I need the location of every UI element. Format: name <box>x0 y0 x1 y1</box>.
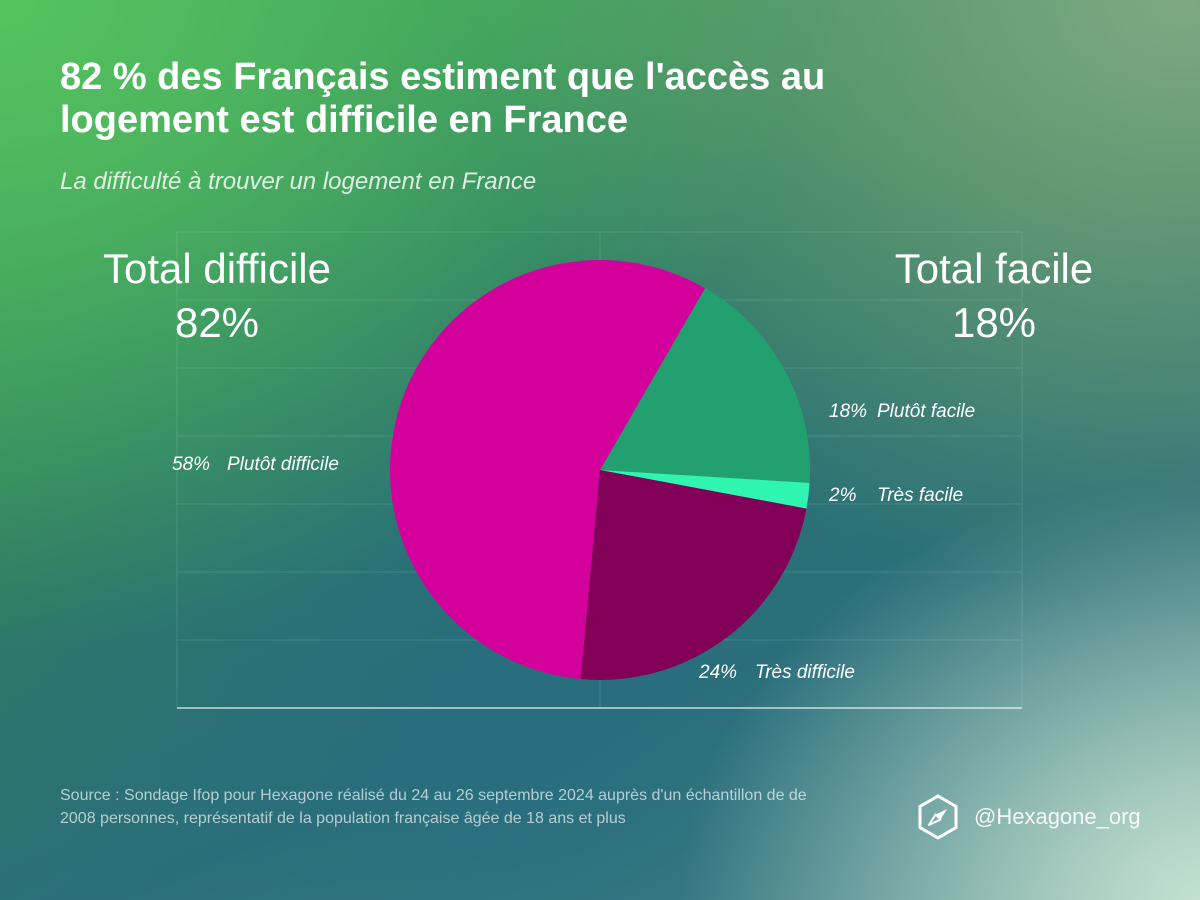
slice-name: Très facile <box>877 485 963 506</box>
slice-label-plutot-facile: 18% Plutôt facile <box>829 401 975 422</box>
slice-label-tres-facile: 2% Très facile <box>828 485 963 506</box>
pie-slice-plutot-difficile <box>390 259 705 680</box>
total-difficile-label: Total difficile <box>103 245 331 292</box>
pie-slice-tres-facile <box>600 470 810 509</box>
brand: @Hexagone_org <box>916 793 1141 841</box>
slice-label-tres-difficile: 24% Très difficile <box>698 662 855 683</box>
slice-name: Plutôt facile <box>877 401 975 422</box>
pie-slice-plutot-facile <box>600 288 810 483</box>
slice-value: 18% <box>829 401 867 422</box>
page-subtitle: La difficulté à trouver un logement en F… <box>60 168 537 195</box>
total-difficile-value: 82% <box>175 299 259 346</box>
brand-handle: @Hexagone_org <box>974 804 1141 829</box>
page-title: 82 % des Français estiment que l'accès a… <box>60 56 826 141</box>
slice-value: 2% <box>828 485 857 506</box>
total-facile-value: 18% <box>952 299 1036 346</box>
pie-slices <box>390 259 810 680</box>
hexagon-compass-icon <box>918 794 958 840</box>
total-facile-label: Total facile <box>895 245 1093 292</box>
pie-slice-tres-difficile <box>580 470 807 680</box>
slice-value: 58% <box>172 454 210 475</box>
slice-value: 24% <box>698 662 737 683</box>
slice-name: Très difficile <box>755 662 855 683</box>
slice-label-plutot-difficile: 58% Plutôt difficile <box>172 454 339 475</box>
source-note: Source : Sondage Ifop pour Hexagone réal… <box>60 787 807 827</box>
slice-name: Plutôt difficile <box>227 454 339 475</box>
